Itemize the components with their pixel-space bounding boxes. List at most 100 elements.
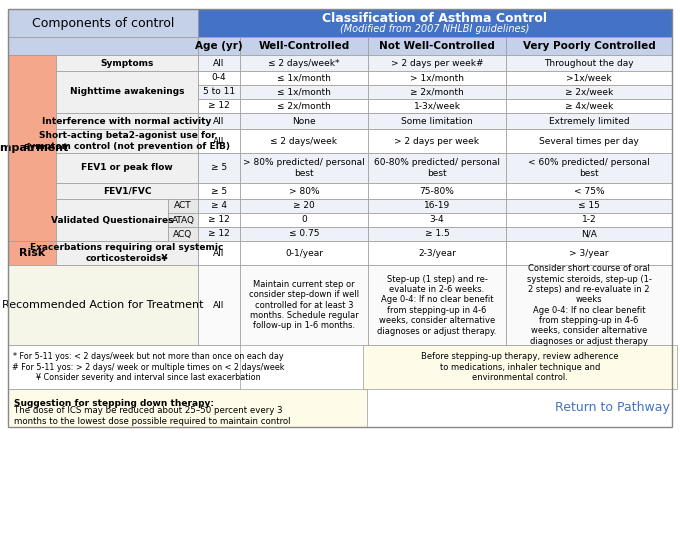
Bar	[198, 99, 240, 113]
Text: ACQ: ACQ	[173, 230, 192, 238]
Text: FEV1 or peak flow: FEV1 or peak flow	[81, 164, 173, 172]
Bar	[368, 227, 506, 241]
Text: All: All	[214, 300, 224, 310]
Text: 3-4: 3-4	[430, 215, 444, 225]
Bar	[198, 241, 240, 265]
Text: Well-Controlled: Well-Controlled	[258, 41, 350, 51]
Bar	[506, 99, 672, 113]
Bar	[56, 153, 198, 183]
Text: None: None	[292, 116, 316, 126]
Bar	[56, 199, 168, 241]
Bar	[506, 37, 672, 55]
Text: All: All	[214, 249, 224, 257]
Text: ≤ 15: ≤ 15	[578, 201, 600, 211]
Text: Risk: Risk	[19, 248, 45, 258]
Text: 1-3x/week: 1-3x/week	[413, 102, 460, 110]
Text: Suggestion for stepping down therapy:: Suggestion for stepping down therapy:	[14, 399, 214, 409]
Text: ≥ 12: ≥ 12	[208, 215, 230, 225]
Text: All: All	[214, 116, 224, 126]
Text: 60-80% predicted/ personal
best: 60-80% predicted/ personal best	[374, 158, 500, 178]
Bar	[198, 129, 240, 153]
Bar	[240, 129, 368, 153]
Text: * For 5-11 yos: < 2 days/week but not more than once on each day
# For 5-11 yos:: * For 5-11 yos: < 2 days/week but not mo…	[12, 352, 284, 382]
Text: Age (yr): Age (yr)	[195, 41, 243, 51]
Bar	[198, 55, 240, 71]
Bar	[506, 183, 672, 199]
Bar	[56, 71, 198, 113]
Text: ATAQ: ATAQ	[171, 215, 194, 225]
Bar	[198, 265, 240, 345]
Bar	[240, 199, 368, 213]
Text: ≥ 20: ≥ 20	[293, 201, 315, 211]
Bar	[240, 99, 368, 113]
Bar	[368, 241, 506, 265]
Bar	[506, 55, 672, 71]
Bar	[56, 113, 198, 129]
Text: > 2 days per week#: > 2 days per week#	[391, 59, 483, 67]
Bar	[240, 265, 368, 345]
Bar	[198, 9, 672, 37]
Bar	[506, 265, 672, 345]
Bar	[240, 241, 368, 265]
Bar	[8, 345, 240, 389]
Text: 0: 0	[301, 215, 307, 225]
Bar	[198, 227, 240, 241]
Text: ≤ 1x/month: ≤ 1x/month	[277, 88, 331, 96]
Bar	[240, 113, 368, 129]
Bar	[506, 199, 672, 213]
Text: Exacerbations requiring oral systemic
corticosteroids¥: Exacerbations requiring oral systemic co…	[31, 243, 224, 263]
Text: Consider short course of oral
systemic steroids, step-up (1-
2 steps) and re-eva: Consider short course of oral systemic s…	[526, 264, 651, 346]
Text: 75-80%: 75-80%	[420, 187, 454, 195]
Text: All: All	[214, 59, 224, 67]
Text: ≥ 4x/week: ≥ 4x/week	[565, 102, 613, 110]
Text: 5 to 11: 5 to 11	[203, 88, 235, 96]
Text: Nighttime awakenings: Nighttime awakenings	[70, 88, 184, 96]
Text: ≥ 4: ≥ 4	[211, 201, 227, 211]
Text: N/A: N/A	[581, 230, 597, 238]
Bar	[56, 129, 198, 153]
Bar	[8, 9, 672, 427]
Bar	[8, 265, 198, 345]
Text: ≤ 2x/month: ≤ 2x/month	[277, 102, 331, 110]
Text: Recommended Action for Treatment: Recommended Action for Treatment	[2, 300, 204, 310]
Text: Classification of Asthma Control: Classification of Asthma Control	[322, 13, 547, 26]
Text: Validated Questionaires: Validated Questionaires	[51, 215, 173, 225]
Text: ≥ 12: ≥ 12	[208, 230, 230, 238]
Bar	[198, 153, 240, 183]
Bar	[506, 113, 672, 129]
Text: > 80% predicted/ personal
best: > 80% predicted/ personal best	[243, 158, 365, 178]
Text: Before stepping-up therapy, review adherence
to medications, inhaler technique a: Before stepping-up therapy, review adher…	[421, 352, 619, 382]
Text: Step-up (1 step) and re-
evaluate in 2-6 weeks.
Age 0-4: If no clear benefit
fro: Step-up (1 step) and re- evaluate in 2-6…	[377, 275, 496, 336]
Text: ≥ 5: ≥ 5	[211, 164, 227, 172]
Bar	[8, 37, 198, 55]
Text: Short-acting beta2-agonist use for
symptom control (not prevention of EIB): Short-acting beta2-agonist use for sympt…	[24, 131, 230, 151]
Bar	[168, 199, 198, 213]
Bar	[240, 37, 368, 55]
Text: FEV1/FVC: FEV1/FVC	[103, 187, 151, 195]
Bar	[168, 227, 198, 241]
Bar	[363, 345, 677, 389]
Bar	[240, 213, 368, 227]
Bar	[56, 241, 198, 265]
Text: 1-2: 1-2	[581, 215, 596, 225]
Text: > 3/year: > 3/year	[569, 249, 609, 257]
Bar	[506, 85, 672, 99]
Text: >1x/week: >1x/week	[566, 73, 612, 83]
Bar	[240, 183, 368, 199]
Bar	[168, 213, 198, 227]
Text: 2-3/year: 2-3/year	[418, 249, 456, 257]
Text: ≤ 2 days/week: ≤ 2 days/week	[271, 137, 337, 145]
Text: Maintain current step or
consider step-down if well
controlled for at least 3
mo: Maintain current step or consider step-d…	[249, 280, 359, 330]
Text: > 1x/month: > 1x/month	[410, 73, 464, 83]
Text: Several times per day: Several times per day	[539, 137, 639, 145]
Text: Throughout the day: Throughout the day	[544, 59, 634, 67]
Text: Symptoms: Symptoms	[101, 59, 154, 67]
Text: < 75%: < 75%	[574, 187, 605, 195]
Bar	[506, 213, 672, 227]
Bar	[506, 241, 672, 265]
Bar	[506, 71, 672, 85]
Bar	[240, 153, 368, 183]
Bar	[56, 55, 198, 71]
Text: ≤ 1x/month: ≤ 1x/month	[277, 73, 331, 83]
Text: ≤ 2 days/week*: ≤ 2 days/week*	[268, 59, 340, 67]
